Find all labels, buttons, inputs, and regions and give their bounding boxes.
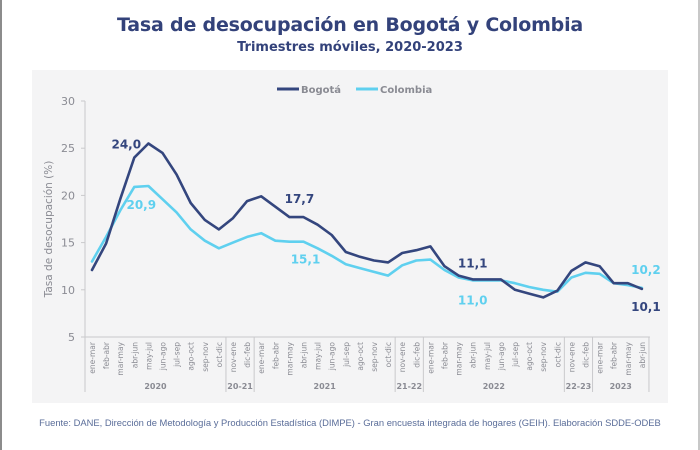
x-group-label: 2021: [314, 382, 337, 391]
legend-label: Bogotá: [301, 84, 341, 96]
x-group-label: 21-22: [396, 382, 422, 391]
x-tick-label: nov-ene: [398, 342, 407, 373]
source-footnote: Fuente: DANE, Dirección de Metodología y…: [39, 417, 661, 428]
x-tick-label: abr-jun: [300, 342, 309, 369]
data-label: 15,1: [291, 253, 321, 267]
y-tick-label: 20: [61, 189, 75, 202]
x-tick-label: ene-mar: [426, 341, 435, 374]
x-tick-label: oct-dic: [215, 342, 224, 367]
x-tick-label: abr-jun: [469, 342, 478, 369]
x-tick-label: jul-sep: [342, 342, 351, 368]
data-label: 10,1: [631, 300, 661, 314]
legend-label: Colombia: [380, 85, 432, 96]
data-label: 10,2: [631, 263, 661, 277]
x-tick-label: sep-nov: [539, 341, 548, 371]
series-line-colombia: [90, 184, 644, 294]
x-group-label: 20-21: [227, 382, 253, 391]
x-tick-label: jul-sep: [173, 342, 182, 368]
series-lines: [90, 142, 644, 299]
x-tick-label: ene-mar: [596, 341, 605, 374]
legend: Bogotá Colombia: [277, 84, 432, 96]
x-axis: ene-mar feb-abr mar-may abr-jun may-jul jun-a…: [84, 336, 650, 392]
x-tick-label: dic-feb: [582, 342, 591, 368]
y-tick-label: 30: [61, 95, 75, 108]
x-tick-label: nov-ene: [567, 342, 576, 373]
x-tick-label: dic-feb: [412, 342, 421, 368]
x-tick-label: nov-ene: [229, 342, 238, 373]
x-tick-label: may-jul: [483, 342, 492, 370]
data-label: 24,0: [111, 138, 141, 152]
y-tick-label: 5: [68, 331, 75, 344]
y-tick-label: 10: [61, 284, 75, 297]
x-tick-label: ago-oct: [356, 342, 365, 371]
x-tick-label: feb-abr: [610, 341, 619, 369]
y-axis-title: Tasa de desocupación (%): [43, 161, 55, 299]
x-tick-label: jun-ago: [328, 342, 337, 372]
y-axis: 5 10 15 20 25 30 Tasa de desocupación (%): [43, 95, 86, 344]
x-group-label: 2020: [144, 382, 167, 391]
x-tick-label: abr-jun: [130, 342, 139, 369]
x-tick-label: feb-abr: [441, 341, 450, 369]
annotations: 24,0 20,9 17,7 15,1 11,1 11,0 10,2 10,1: [111, 138, 660, 314]
data-label: 11,1: [458, 256, 488, 270]
x-tick-label: ene-mar: [88, 341, 97, 374]
chart-subtitle: Trimestres móviles, 2020-2023: [237, 40, 463, 55]
x-group-label: 22-23: [566, 382, 592, 391]
x-tick-label: mar-may: [455, 341, 464, 375]
x-tick-label: feb-abr: [102, 341, 111, 369]
x-group-label: 2022: [483, 382, 505, 391]
data-label: 17,7: [285, 192, 315, 206]
x-tick-label: mar-may: [116, 341, 125, 375]
frame-right-border: [698, 0, 700, 450]
x-tick-label: sep-nov: [370, 341, 379, 371]
x-tick-label: jun-ago: [159, 342, 168, 372]
x-group-label: 2023: [610, 382, 632, 391]
plot-panel: [32, 70, 668, 403]
frame-left-border: [0, 0, 2, 450]
y-tick-label: 15: [61, 237, 75, 250]
x-tick-label: may-jul: [314, 342, 323, 370]
x-tick-label: ene-mar: [257, 341, 266, 374]
x-tick-label: ago-oct: [187, 342, 196, 371]
x-tick-label: jul-sep: [511, 342, 520, 368]
data-label: 20,9: [126, 198, 156, 212]
x-tick-label: abr-jun: [638, 342, 647, 369]
data-label: 11,0: [458, 293, 488, 307]
x-tick-label: ago-oct: [525, 342, 534, 371]
x-tick-label: mar-may: [285, 341, 294, 375]
x-tick-label: may-jul: [144, 342, 153, 370]
x-tick-label: dic-feb: [243, 342, 252, 368]
x-tick-label: oct-dic: [553, 342, 562, 367]
chart-title: Tasa de desocupación en Bogotá y Colombi…: [116, 14, 584, 36]
x-tick-label: jun-ago: [497, 342, 506, 372]
y-tick-label: 25: [61, 142, 75, 155]
x-tick-label: oct-dic: [384, 342, 393, 367]
series-line-bogot: [90, 142, 644, 299]
x-tick-label: feb-abr: [271, 341, 280, 369]
x-tick-label: mar-may: [624, 341, 633, 375]
x-tick-label: sep-nov: [201, 341, 210, 371]
